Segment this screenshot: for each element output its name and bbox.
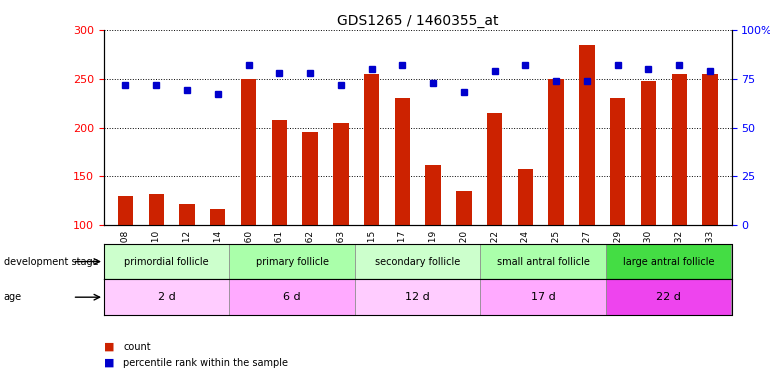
- Bar: [364, 74, 380, 225]
- Bar: [425, 165, 440, 225]
- Bar: [606, 279, 732, 315]
- Bar: [610, 98, 625, 225]
- Bar: [480, 279, 606, 315]
- Bar: [333, 123, 349, 225]
- Text: ■: ■: [104, 358, 115, 368]
- Bar: [456, 191, 471, 225]
- Text: primordial follicle: primordial follicle: [125, 256, 209, 267]
- Text: 12 d: 12 d: [405, 292, 430, 302]
- Bar: [517, 170, 533, 225]
- Bar: [606, 244, 732, 279]
- Text: 2 d: 2 d: [158, 292, 176, 302]
- Text: age: age: [4, 292, 22, 302]
- Bar: [702, 74, 718, 225]
- Bar: [355, 244, 480, 279]
- Bar: [641, 81, 656, 225]
- Bar: [229, 279, 355, 315]
- Bar: [487, 113, 502, 225]
- Text: ■: ■: [104, 342, 115, 352]
- Bar: [355, 279, 480, 315]
- Bar: [395, 98, 410, 225]
- Bar: [104, 279, 229, 315]
- Text: small antral follicle: small antral follicle: [497, 256, 590, 267]
- Bar: [241, 79, 256, 225]
- Text: primary follicle: primary follicle: [256, 256, 329, 267]
- Text: 6 d: 6 d: [283, 292, 301, 302]
- Bar: [671, 74, 687, 225]
- Bar: [579, 45, 594, 225]
- Bar: [548, 79, 564, 225]
- Text: development stage: development stage: [4, 257, 99, 267]
- Bar: [210, 209, 226, 225]
- Bar: [303, 132, 318, 225]
- Text: 22 d: 22 d: [656, 292, 681, 302]
- Bar: [104, 244, 229, 279]
- Text: percentile rank within the sample: percentile rank within the sample: [123, 358, 288, 368]
- Text: count: count: [123, 342, 151, 352]
- Title: GDS1265 / 1460355_at: GDS1265 / 1460355_at: [337, 13, 498, 28]
- Bar: [149, 194, 164, 225]
- Text: 17 d: 17 d: [531, 292, 556, 302]
- Bar: [229, 244, 355, 279]
- Bar: [272, 120, 287, 225]
- Bar: [118, 196, 133, 225]
- Bar: [179, 204, 195, 225]
- Text: large antral follicle: large antral follicle: [623, 256, 715, 267]
- Bar: [480, 244, 606, 279]
- Text: secondary follicle: secondary follicle: [375, 256, 460, 267]
